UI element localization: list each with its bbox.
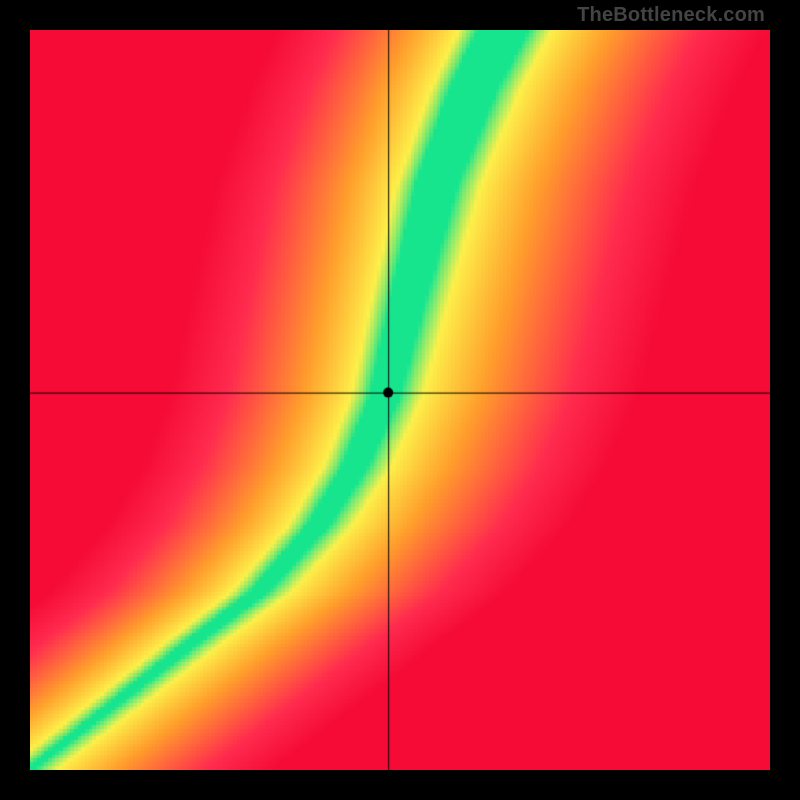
bottleneck-heatmap <box>30 30 770 770</box>
watermark-text: TheBottleneck.com <box>577 4 765 27</box>
